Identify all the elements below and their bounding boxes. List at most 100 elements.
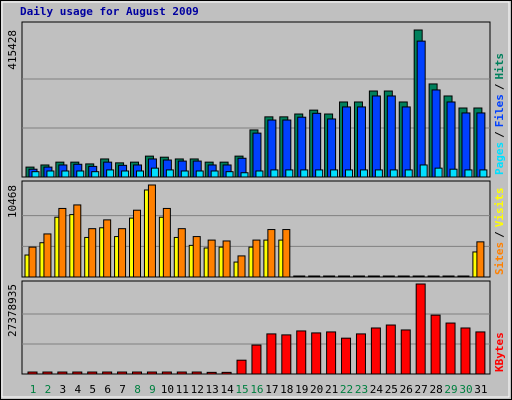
bar (419, 164, 428, 178)
legend-entry: KBytes (493, 332, 506, 372)
bar (165, 169, 174, 178)
bar (180, 170, 189, 178)
x-tick-label: 14 (220, 383, 234, 396)
bar (416, 40, 426, 178)
bar (297, 275, 306, 278)
bar (102, 371, 113, 375)
legend-entry: Sites (493, 242, 506, 275)
bar (479, 169, 488, 178)
bar (464, 169, 473, 178)
bar (236, 359, 247, 375)
bar (251, 344, 262, 375)
bar (311, 332, 322, 375)
x-tick-label: 24 (370, 383, 384, 396)
bar (401, 275, 410, 278)
legend-separator: / (493, 231, 506, 238)
bar (400, 329, 411, 375)
bar (445, 322, 456, 375)
legend-entry: Hits (493, 53, 506, 80)
x-tick-label: 7 (119, 383, 126, 396)
bar (91, 171, 100, 178)
legend: KBytes (493, 332, 506, 372)
bar (386, 275, 395, 278)
y-tick-label: 415428 (6, 30, 19, 70)
legend-entry: Pages (493, 142, 506, 175)
legend-separator: / (493, 131, 506, 138)
bar (195, 170, 204, 178)
y-tick-label: 27378935 (6, 284, 19, 337)
x-tick-label: 5 (89, 383, 96, 396)
bar (345, 169, 354, 178)
legend: Sites / Visits (493, 188, 506, 276)
y-tick-label: 10468 (6, 185, 19, 218)
bar (476, 112, 486, 178)
bar (177, 228, 186, 278)
bar (330, 169, 339, 178)
bar (446, 275, 455, 278)
bar (449, 168, 458, 178)
bar (132, 371, 143, 375)
bar (266, 333, 277, 375)
bar (355, 333, 366, 375)
x-tick-label: 31 (474, 383, 487, 396)
bar (252, 239, 261, 278)
bar (327, 118, 337, 178)
x-tick-label: 6 (104, 383, 111, 396)
bar (121, 170, 130, 178)
bar (27, 371, 38, 375)
bar (374, 169, 383, 178)
bar (404, 169, 413, 178)
x-tick-label: 11 (176, 383, 189, 396)
bar (225, 171, 234, 178)
bar (296, 330, 307, 375)
bar (222, 240, 231, 278)
x-tick-label: 2 (45, 383, 52, 396)
bar (147, 184, 156, 278)
legend-entry: Files (493, 94, 506, 127)
x-tick-label: 21 (325, 383, 338, 396)
x-tick-label: 23 (355, 383, 368, 396)
bar (28, 246, 37, 278)
x-tick-label: 25 (385, 383, 398, 396)
bar (162, 207, 171, 278)
x-tick-label: 9 (149, 383, 156, 396)
bar (434, 167, 443, 178)
bar (267, 119, 277, 178)
bar (476, 241, 485, 278)
bar (73, 204, 82, 278)
bar (255, 170, 264, 178)
bar (386, 95, 396, 178)
bar (327, 275, 336, 278)
bar (446, 101, 456, 178)
bar (61, 170, 70, 178)
bar (267, 229, 276, 278)
x-tick-label: 3 (60, 383, 67, 396)
bar (76, 170, 85, 178)
bar (370, 327, 381, 375)
x-tick-label: 22 (340, 383, 353, 396)
bar (297, 116, 307, 178)
bar (72, 371, 83, 375)
bar (210, 170, 219, 178)
x-tick-label: 12 (191, 383, 204, 396)
bar (461, 275, 470, 278)
legend-entry: Visits (493, 188, 506, 228)
bar (460, 327, 471, 375)
bar (282, 229, 291, 278)
bar (415, 283, 426, 375)
x-tick-label: 19 (295, 383, 308, 396)
bar (240, 172, 249, 178)
x-tick-label: 10 (161, 383, 174, 396)
bar (385, 324, 396, 375)
bar (136, 170, 145, 178)
bar (252, 132, 262, 178)
bar (150, 167, 159, 178)
legend-separator: / (493, 83, 506, 90)
bar (221, 371, 232, 375)
bar (207, 239, 216, 278)
bar (312, 112, 322, 178)
bar (359, 169, 368, 178)
bar (88, 228, 97, 278)
bar (237, 255, 246, 278)
